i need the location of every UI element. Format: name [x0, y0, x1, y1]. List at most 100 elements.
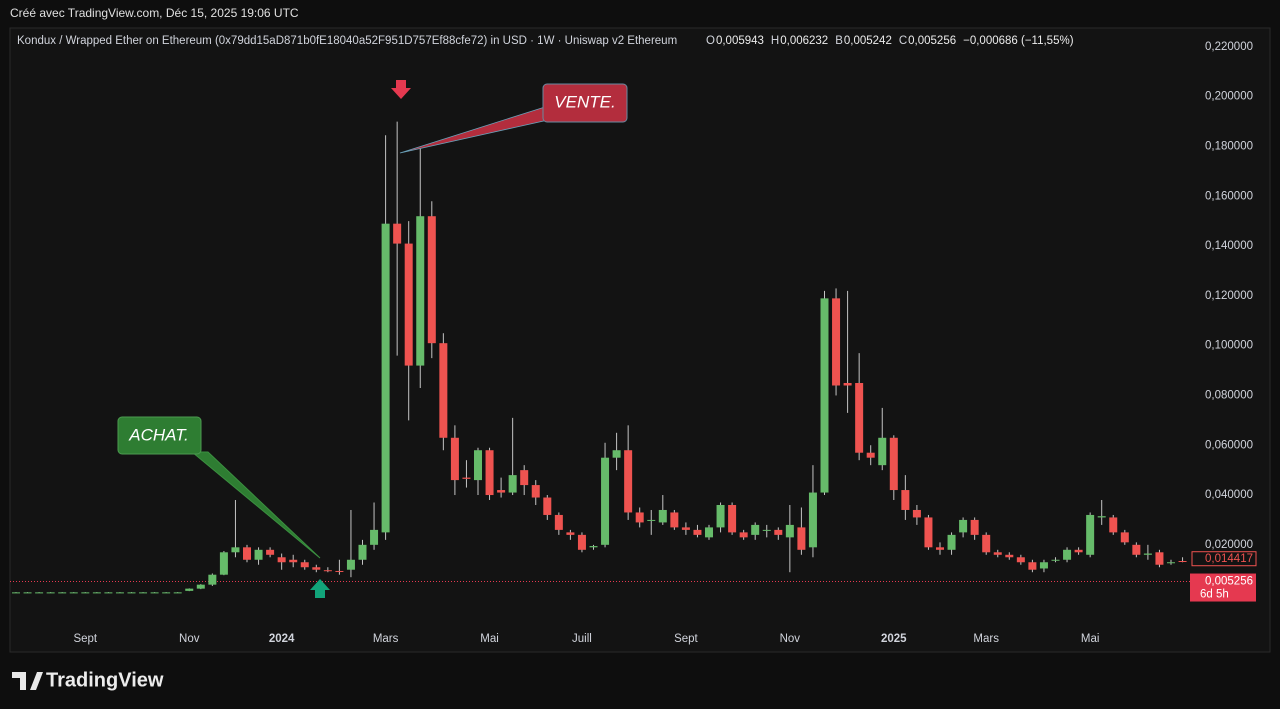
legend-key: C [899, 35, 907, 47]
x-tick-label: Mars [973, 633, 999, 645]
candle-body [127, 592, 136, 594]
sell-box [542, 83, 628, 123]
x-tick-label: Juill [572, 633, 592, 645]
candle-body [1086, 514, 1095, 555]
candle-body [58, 592, 67, 594]
candle-body [959, 519, 968, 533]
candle-body [820, 298, 829, 493]
legend-value: 0,006232 [780, 35, 828, 47]
candle-body [12, 592, 20, 594]
candle-body [808, 492, 817, 548]
sell-label: VENTE. [554, 92, 615, 111]
candle-body [866, 452, 875, 458]
logo-mark [12, 672, 43, 690]
candle-body [1132, 544, 1141, 555]
candle-body [208, 574, 217, 585]
legend-key: H [771, 35, 779, 47]
y-tick-label: 0,200000 [1205, 91, 1253, 103]
y-tick-label: 0,220000 [1205, 41, 1253, 53]
marker-price-box [1191, 551, 1257, 567]
candle-body [1109, 517, 1118, 533]
candle-body [1051, 559, 1060, 561]
candle-body [647, 519, 656, 521]
chart-title: Kondux / Wrapped Ether on Ethereum (0x79… [17, 35, 677, 47]
x-tick-label: Nov [780, 633, 801, 645]
candle-body [1028, 562, 1037, 570]
buy-arrow [310, 579, 330, 598]
candle-body [289, 559, 298, 563]
candle-body [439, 343, 448, 438]
candle-body [370, 529, 379, 545]
candle-body [312, 567, 321, 570]
x-tick-label: Mai [1081, 633, 1100, 645]
candle-body [1178, 561, 1187, 563]
candle-body [173, 592, 182, 594]
candle-body [1005, 554, 1014, 558]
legend-value: 0,005256 [908, 35, 956, 47]
candle-body [162, 592, 171, 594]
candle-body [878, 437, 887, 466]
candle-body [589, 546, 598, 548]
candle-body [716, 504, 725, 528]
y-tick-label: 0,120000 [1205, 290, 1253, 302]
candle-body [693, 529, 702, 535]
candle-body [346, 559, 355, 570]
candle-body [520, 470, 529, 486]
countdown-label: 6d 5h [1200, 589, 1229, 601]
candle-body [855, 383, 864, 453]
candle-body [1167, 562, 1175, 564]
x-tick-label: Mars [373, 633, 399, 645]
candle-body [450, 437, 459, 481]
candle-body [1016, 557, 1025, 563]
candle-body [508, 475, 517, 493]
candle-body [912, 509, 921, 518]
candle-body [104, 592, 113, 594]
candle-body [762, 529, 771, 531]
candle-body [797, 527, 806, 550]
candle-body [46, 592, 55, 594]
candle-body [254, 549, 263, 560]
candle-body [115, 592, 124, 594]
y-tick-label: 0,100000 [1205, 340, 1253, 352]
x-tick-label: Nov [179, 633, 200, 645]
candle-body [427, 216, 436, 344]
candle-body [554, 514, 563, 530]
candle-body [139, 592, 148, 594]
candle-body [185, 588, 194, 591]
candle-body [1143, 553, 1152, 555]
plot: 0,020000 0,040000 0,060000 0,080000 0,100000… [10, 41, 1257, 645]
candle-body [1039, 562, 1048, 569]
legend-value: 0,005943 [716, 35, 764, 47]
candle-body [924, 517, 933, 548]
candle-body [982, 534, 991, 553]
y-tick-label: 0,040000 [1205, 489, 1253, 501]
candle-body [92, 592, 101, 594]
candle-body [1120, 532, 1129, 543]
candle-body [416, 216, 425, 366]
candle-body [277, 557, 286, 563]
candle-body [393, 223, 402, 244]
candle-body [1155, 552, 1164, 565]
candle-body [577, 534, 586, 550]
candle-body [889, 437, 898, 491]
y-tick-label: 0,080000 [1205, 389, 1253, 401]
candle-body [566, 532, 575, 535]
candle-body [23, 592, 32, 594]
x-tick-label: Mai [480, 633, 499, 645]
candle-body [705, 527, 713, 538]
marker-price-label: 0,014417 [1205, 553, 1253, 565]
y-tick-label: 0,060000 [1205, 439, 1253, 451]
candle-body [219, 552, 228, 575]
candle-body [936, 547, 944, 550]
candle-body [612, 450, 621, 458]
candle-body [832, 298, 841, 386]
candle-body [485, 450, 494, 496]
candle-body [947, 534, 956, 550]
candle-body [843, 383, 852, 386]
candle-body [993, 552, 1002, 555]
candle-body [624, 450, 633, 513]
chart-panel [9, 27, 1271, 653]
candle-body [1097, 516, 1106, 518]
candle-body [231, 547, 240, 553]
